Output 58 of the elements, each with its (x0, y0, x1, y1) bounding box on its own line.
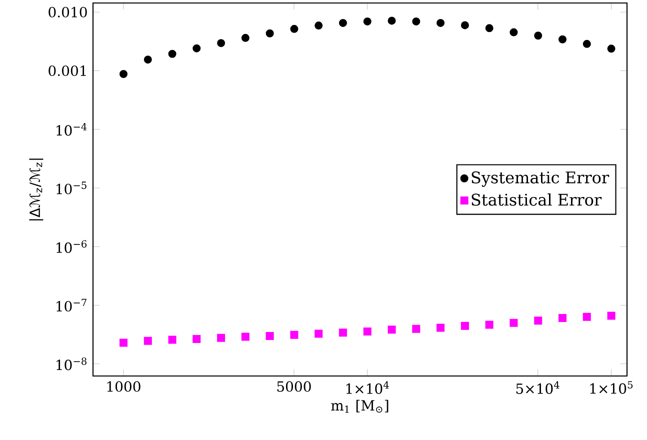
y-tick-label: 10$^{−5}$ (56, 182, 86, 194)
point (119, 338, 128, 347)
point (412, 324, 420, 333)
point (510, 318, 518, 327)
y-tick-label: 10$^{−7}$ (56, 298, 86, 312)
point (266, 332, 274, 340)
point (144, 56, 152, 64)
point (388, 326, 396, 334)
point (217, 334, 226, 342)
point (363, 17, 372, 26)
x-tick-label: 1×10$^{4}$ (346, 381, 389, 394)
point (510, 28, 518, 36)
x-tick-label: 5×10$^{4}$ (516, 381, 560, 394)
point (436, 324, 445, 332)
point (144, 336, 152, 345)
x-tick-label: 5000 (277, 381, 311, 392)
x-tick-label: 1000 (107, 381, 140, 392)
point (607, 312, 616, 320)
point (558, 35, 567, 44)
point (314, 22, 323, 30)
point (558, 314, 567, 322)
point (290, 24, 298, 33)
point (217, 39, 226, 48)
legend-label: Statistical Error (472, 193, 602, 206)
point (168, 50, 176, 58)
point (338, 18, 347, 27)
point (582, 312, 591, 321)
point (266, 29, 274, 38)
x-axis-title: m$_{1}$ [M$_{⊙}$] (331, 400, 388, 413)
point (314, 330, 323, 338)
point (363, 328, 372, 336)
point (241, 332, 250, 341)
point (119, 70, 128, 78)
point (338, 328, 347, 337)
point (485, 320, 494, 329)
point (607, 44, 616, 53)
y-tick-label: 0.010 (48, 6, 87, 18)
point (192, 335, 201, 344)
point (412, 17, 420, 26)
point (192, 44, 201, 52)
point (436, 18, 445, 27)
x-tick-label: 1×10$^{5}$ (590, 381, 633, 394)
legend-label: Systematic Error (472, 171, 610, 187)
point (290, 330, 298, 339)
point (534, 32, 542, 40)
point (460, 322, 469, 330)
y-tick-label: 10$^{−6}$ (56, 240, 87, 253)
point (168, 336, 176, 344)
point (582, 40, 591, 48)
y-tick-label: 0.001 (48, 65, 86, 76)
point (388, 16, 396, 25)
point (241, 34, 250, 42)
y-tick-label: 10$^{−4}$ (56, 122, 87, 136)
y-axis-title: |Δℳ$_{z}$/ℳ$_{z}$| (29, 158, 44, 220)
y-tick-label: 10$^{−8}$ (56, 357, 86, 370)
point (485, 24, 494, 32)
point (460, 21, 469, 30)
point (534, 316, 542, 325)
